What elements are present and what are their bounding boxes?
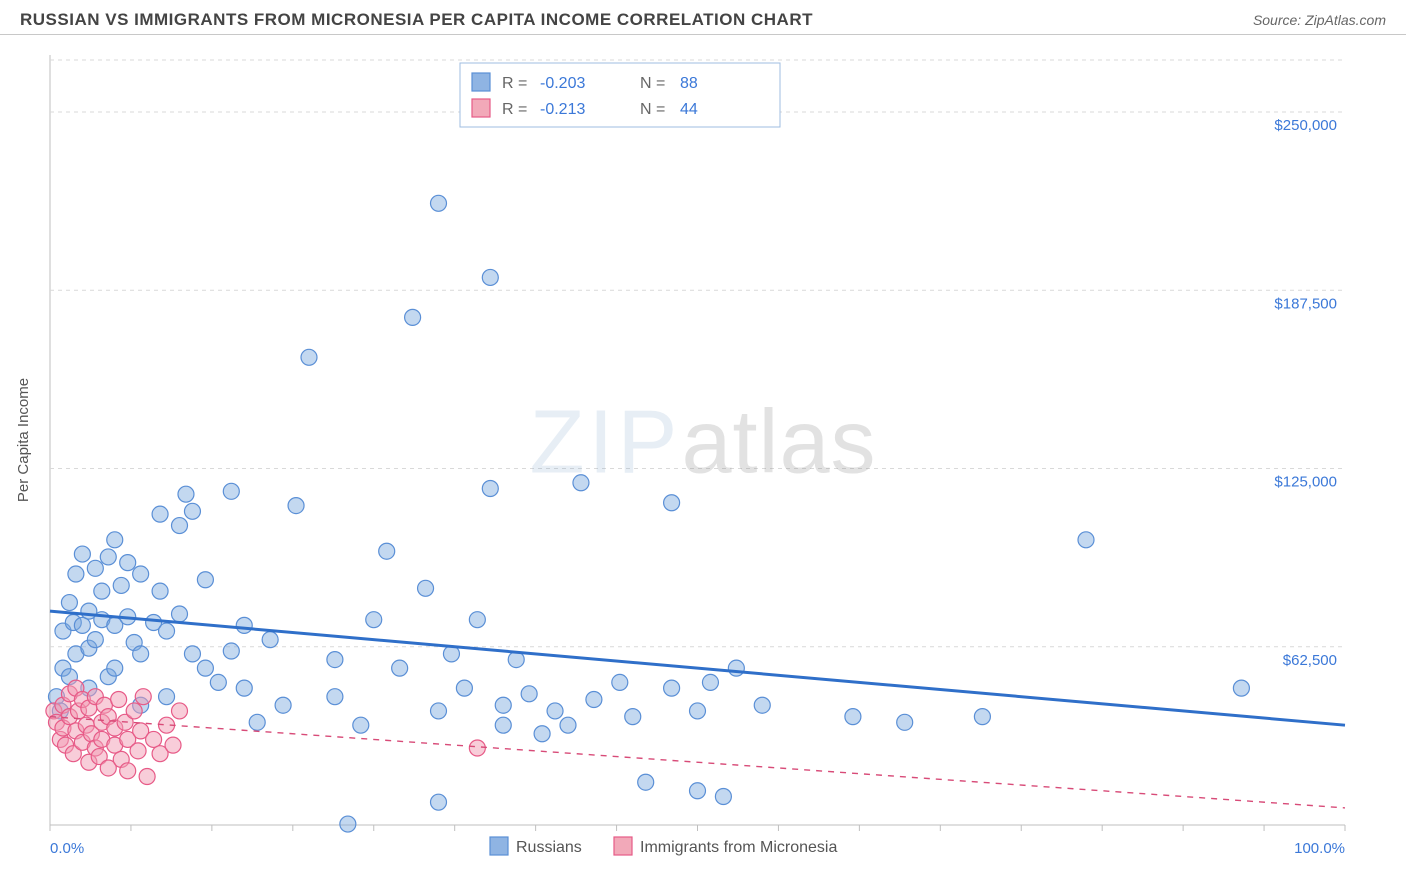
svg-text:N =: N = (640, 75, 665, 92)
svg-text:Immigrants from Micronesia: Immigrants from Micronesia (640, 839, 837, 856)
chart-source: Source: ZipAtlas.com (1253, 12, 1386, 28)
svg-text:-0.203: -0.203 (540, 75, 585, 92)
svg-text:100.0%: 100.0% (1294, 840, 1345, 857)
svg-text:44: 44 (680, 101, 698, 118)
svg-text:$125,000: $125,000 (1274, 474, 1337, 491)
chart-title: RUSSIAN VS IMMIGRANTS FROM MICRONESIA PE… (20, 10, 813, 30)
svg-text:$250,000: $250,000 (1274, 117, 1337, 134)
svg-text:R =: R = (502, 75, 527, 92)
svg-text:88: 88 (680, 75, 698, 92)
svg-text:N =: N = (640, 101, 665, 118)
svg-text:R =: R = (502, 101, 527, 118)
svg-text:-0.213: -0.213 (540, 101, 585, 118)
svg-text:0.0%: 0.0% (50, 840, 84, 857)
chart-header: RUSSIAN VS IMMIGRANTS FROM MICRONESIA PE… (0, 0, 1406, 35)
svg-text:$62,500: $62,500 (1283, 652, 1337, 669)
scatter-chart: $62,500 $125,000 $187,500 $250,000 0.0% 100.0… (0, 35, 1406, 885)
chart-container: ZIPatlas $62,500$125,000$187,500$250,000… (0, 35, 1406, 885)
svg-text:$187,500: $187,500 (1274, 295, 1337, 312)
svg-text:Russians: Russians (516, 839, 582, 856)
svg-text:Per Capita Income: Per Capita Income (15, 378, 32, 502)
